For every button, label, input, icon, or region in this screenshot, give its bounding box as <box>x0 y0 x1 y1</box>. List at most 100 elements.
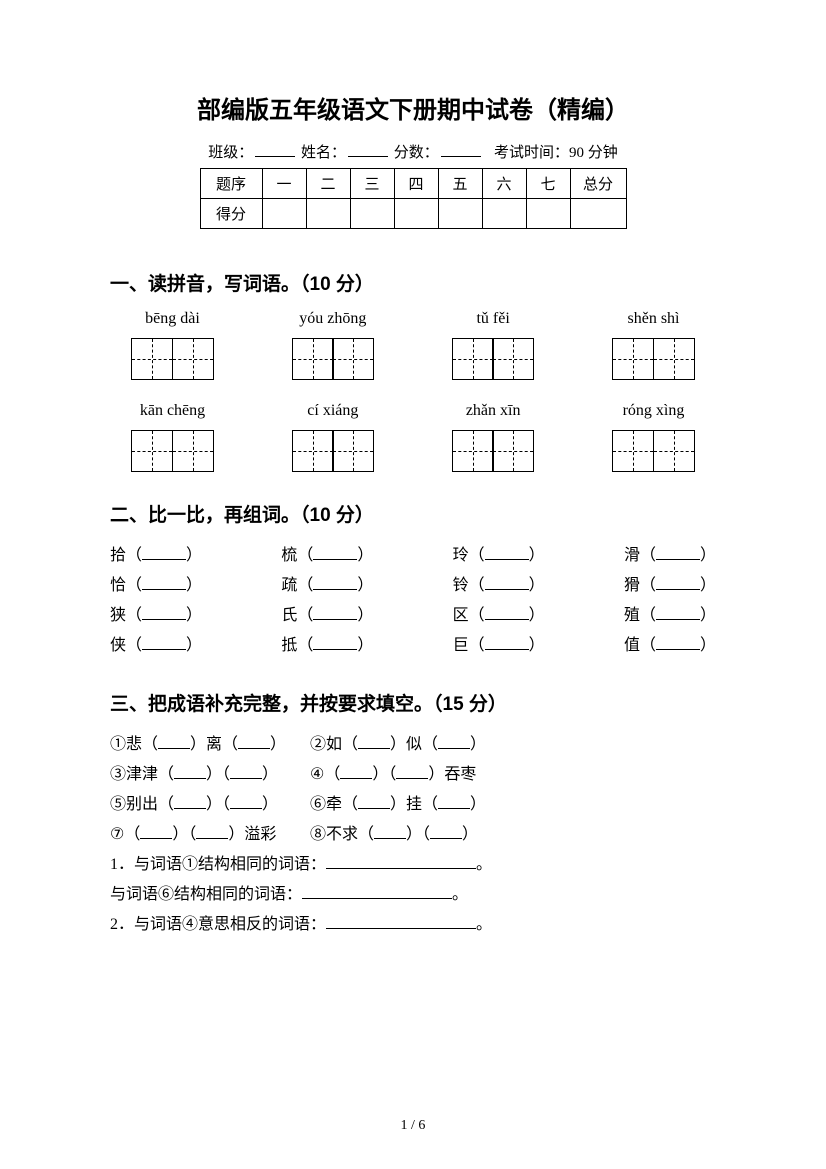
word-blank[interactable] <box>656 649 700 650</box>
answer-blank[interactable] <box>302 898 452 899</box>
idiom-blank[interactable] <box>340 778 372 779</box>
answer-blank[interactable] <box>326 868 476 869</box>
table-row: 得分 <box>200 199 626 229</box>
compare-row: 狭（）氏（）区（）殖（） <box>110 601 716 631</box>
pinyin-text: zhǎn xīn <box>431 402 556 420</box>
idiom-blank[interactable] <box>230 808 262 809</box>
score-cell[interactable] <box>350 199 394 229</box>
pinyin-text: shěn shì <box>591 310 716 328</box>
period: 。 <box>476 856 492 873</box>
compare-item: 侠（） <box>110 631 202 661</box>
word-blank[interactable] <box>142 589 186 590</box>
char-box[interactable] <box>492 338 534 380</box>
char-box[interactable] <box>452 338 494 380</box>
pinyin-text: róng xìng <box>591 402 716 420</box>
time-label: 考试时间：90 分钟 <box>494 145 618 161</box>
idiom-blank[interactable] <box>438 748 470 749</box>
table-row: 题序 一 二 三 四 五 六 七 总分 <box>200 169 626 199</box>
idiom-blank[interactable] <box>430 838 462 839</box>
word-blank[interactable] <box>313 589 357 590</box>
score-cell[interactable] <box>438 199 482 229</box>
score-cell[interactable] <box>394 199 438 229</box>
idiom-item: ①悲（）离（） <box>110 730 310 760</box>
char-box[interactable] <box>172 430 214 472</box>
char-box[interactable] <box>612 430 654 472</box>
word-blank[interactable] <box>485 559 529 560</box>
header-cell: 七 <box>526 169 570 199</box>
char-box[interactable] <box>332 338 374 380</box>
score-cell[interactable] <box>526 199 570 229</box>
section2-heading: 二、比一比，再组词。（10 分） <box>110 500 716 527</box>
char-box[interactable] <box>172 338 214 380</box>
idiom-blank[interactable] <box>358 748 390 749</box>
pinyin-row: kān chēng cí xiáng zhǎn xīn róng xìng <box>110 402 716 426</box>
char-box[interactable] <box>292 430 334 472</box>
score-label-cell: 得分 <box>200 199 262 229</box>
meta-line: 班级： 姓名： 分数： 考试时间：90 分钟 <box>110 141 716 162</box>
idiom-blank[interactable] <box>374 838 406 839</box>
word-blank[interactable] <box>142 559 186 560</box>
score-blank[interactable] <box>441 156 481 157</box>
idiom-blank[interactable] <box>358 808 390 809</box>
char-box[interactable] <box>332 430 374 472</box>
word-blank[interactable] <box>656 619 700 620</box>
idiom-blank[interactable] <box>396 778 428 779</box>
word-blank[interactable] <box>313 649 357 650</box>
idiom-blank[interactable] <box>230 778 262 779</box>
idiom-line: ①悲（）离（）②如（）似（） <box>110 730 716 760</box>
q2-label: 2．与词语④意思相反的词语： <box>110 916 326 933</box>
char-box[interactable] <box>292 338 334 380</box>
pinyin-text: yóu zhōng <box>270 310 395 328</box>
idiom-blank[interactable] <box>438 808 470 809</box>
char-box[interactable] <box>612 338 654 380</box>
compare-item: 拾（） <box>110 541 202 571</box>
word-blank[interactable] <box>142 649 186 650</box>
word-blank[interactable] <box>313 559 357 560</box>
word-blank[interactable] <box>142 619 186 620</box>
header-cell: 六 <box>482 169 526 199</box>
idiom-blank[interactable] <box>174 778 206 779</box>
idiom-blank[interactable] <box>174 808 206 809</box>
idiom-container: ①悲（）离（）②如（）似（）③津津（）（）④（）（）吞枣⑤别出（）（）⑥牵（）挂… <box>110 730 716 850</box>
char-box[interactable] <box>653 338 695 380</box>
idiom-blank[interactable] <box>158 748 190 749</box>
header-cell: 二 <box>306 169 350 199</box>
char-box[interactable] <box>492 430 534 472</box>
header-cell: 一 <box>262 169 306 199</box>
page-title: 部编版五年级语文下册期中试卷（精编） <box>110 90 716 125</box>
word-blank[interactable] <box>485 589 529 590</box>
compare-row: 侠（）抵（）巨（）值（） <box>110 631 716 661</box>
compare-container: 拾（）梳（）玲（）滑（）恰（）疏（）铃（）猾（）狭（）氏（）区（）殖（）侠（）抵… <box>110 541 716 661</box>
compare-item: 猾（） <box>624 571 716 601</box>
page-footer: 1 / 6 <box>0 1118 826 1134</box>
pinyin-row: bēng dài yóu zhōng tǔ fěi shěn shì <box>110 310 716 334</box>
idiom-blank[interactable] <box>238 748 270 749</box>
char-box[interactable] <box>653 430 695 472</box>
compare-item: 区（） <box>453 601 545 631</box>
idiom-item: ⑤别出（）（） <box>110 790 310 820</box>
char-box[interactable] <box>452 430 494 472</box>
name-blank[interactable] <box>348 156 388 157</box>
idiom-blank[interactable] <box>196 838 228 839</box>
compare-item: 疏（） <box>281 571 373 601</box>
word-blank[interactable] <box>656 559 700 560</box>
compare-item: 玲（） <box>453 541 545 571</box>
pinyin-text: tǔ fěi <box>431 310 556 328</box>
word-blank[interactable] <box>485 649 529 650</box>
word-blank[interactable] <box>656 589 700 590</box>
word-blank[interactable] <box>485 619 529 620</box>
score-cell[interactable] <box>482 199 526 229</box>
compare-row: 拾（）梳（）玲（）滑（） <box>110 541 716 571</box>
score-cell[interactable] <box>262 199 306 229</box>
idiom-blank[interactable] <box>140 838 172 839</box>
score-cell[interactable] <box>570 199 626 229</box>
compare-item: 铃（） <box>453 571 545 601</box>
char-box[interactable] <box>131 430 173 472</box>
idiom-item: ⑥牵（）挂（） <box>310 790 510 820</box>
class-blank[interactable] <box>255 156 295 157</box>
char-box[interactable] <box>131 338 173 380</box>
word-blank[interactable] <box>313 619 357 620</box>
answer-blank[interactable] <box>326 928 476 929</box>
score-cell[interactable] <box>306 199 350 229</box>
q1b-label: 与词语⑥结构相同的词语： <box>110 886 302 903</box>
